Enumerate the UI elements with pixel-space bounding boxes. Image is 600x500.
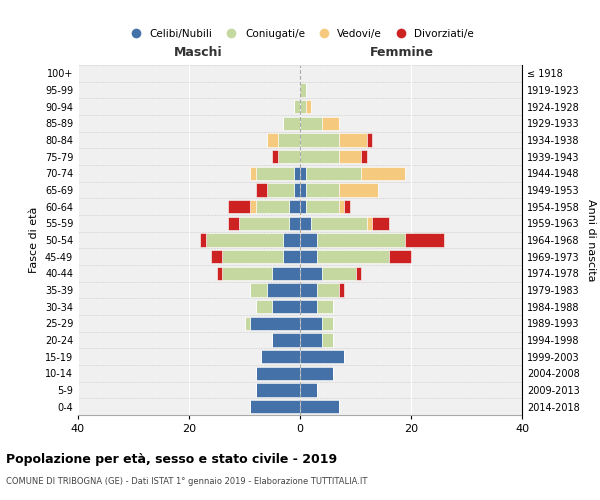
Bar: [295, 184, 300, 196]
Bar: [300, 100, 305, 114]
Bar: [250, 200, 256, 213]
Bar: [300, 234, 317, 246]
Bar: [300, 366, 334, 380]
Bar: [295, 100, 300, 114]
Bar: [283, 116, 300, 130]
Bar: [272, 266, 300, 280]
Bar: [305, 184, 339, 196]
Bar: [250, 316, 300, 330]
Bar: [211, 250, 222, 264]
Bar: [250, 166, 256, 180]
Bar: [300, 84, 305, 96]
Bar: [278, 150, 300, 164]
Bar: [344, 200, 350, 213]
Bar: [300, 216, 311, 230]
Bar: [245, 316, 250, 330]
Bar: [266, 284, 300, 296]
Bar: [217, 266, 222, 280]
Bar: [339, 200, 344, 213]
Bar: [300, 350, 344, 364]
Bar: [256, 384, 300, 396]
Bar: [256, 200, 289, 213]
Text: Femmine: Femmine: [370, 46, 434, 60]
Bar: [372, 216, 389, 230]
Bar: [300, 166, 305, 180]
Bar: [283, 234, 300, 246]
Text: Popolazione per età, sesso e stato civile - 2019: Popolazione per età, sesso e stato civil…: [6, 452, 337, 466]
Bar: [272, 150, 278, 164]
Bar: [367, 216, 372, 230]
Y-axis label: Fasce di età: Fasce di età: [29, 207, 39, 273]
Text: COMUNE DI TRIBOGNA (GE) - Dati ISTAT 1° gennaio 2019 - Elaborazione TUTTITALIA.I: COMUNE DI TRIBOGNA (GE) - Dati ISTAT 1° …: [6, 478, 367, 486]
Bar: [305, 166, 361, 180]
Bar: [339, 284, 344, 296]
Bar: [250, 400, 300, 413]
Bar: [317, 300, 334, 314]
Bar: [317, 234, 406, 246]
Bar: [228, 200, 250, 213]
Bar: [305, 200, 339, 213]
Bar: [300, 200, 305, 213]
Bar: [272, 334, 300, 346]
Bar: [317, 284, 339, 296]
Bar: [339, 134, 367, 146]
Bar: [322, 266, 355, 280]
Bar: [223, 266, 272, 280]
Bar: [295, 166, 300, 180]
Bar: [311, 216, 367, 230]
Bar: [239, 216, 289, 230]
Bar: [317, 250, 389, 264]
Bar: [206, 234, 283, 246]
Bar: [300, 400, 339, 413]
Bar: [256, 166, 295, 180]
Bar: [300, 300, 317, 314]
Bar: [322, 316, 334, 330]
Bar: [223, 250, 283, 264]
Bar: [300, 284, 317, 296]
Bar: [256, 366, 300, 380]
Bar: [250, 284, 266, 296]
Bar: [367, 134, 372, 146]
Bar: [300, 266, 322, 280]
Bar: [361, 150, 367, 164]
Bar: [300, 134, 339, 146]
Bar: [355, 266, 361, 280]
Legend: Celibi/Nubili, Coniugati/e, Vedovi/e, Divorziati/e: Celibi/Nubili, Coniugati/e, Vedovi/e, Di…: [122, 24, 478, 43]
Bar: [361, 166, 406, 180]
Bar: [266, 184, 295, 196]
Bar: [339, 150, 361, 164]
Bar: [228, 216, 239, 230]
Bar: [300, 334, 322, 346]
Bar: [300, 316, 322, 330]
Bar: [266, 134, 278, 146]
Bar: [256, 184, 266, 196]
Bar: [272, 300, 300, 314]
Bar: [300, 250, 317, 264]
Bar: [283, 250, 300, 264]
Bar: [305, 100, 311, 114]
Bar: [300, 116, 322, 130]
Bar: [339, 184, 378, 196]
Bar: [200, 234, 206, 246]
Bar: [406, 234, 445, 246]
Bar: [256, 300, 272, 314]
Bar: [300, 384, 317, 396]
Text: Maschi: Maschi: [173, 46, 222, 60]
Bar: [300, 184, 305, 196]
Bar: [289, 200, 300, 213]
Bar: [278, 134, 300, 146]
Bar: [389, 250, 411, 264]
Bar: [322, 116, 339, 130]
Y-axis label: Anni di nascita: Anni di nascita: [586, 198, 596, 281]
Bar: [300, 150, 339, 164]
Bar: [261, 350, 300, 364]
Bar: [289, 216, 300, 230]
Bar: [322, 334, 334, 346]
